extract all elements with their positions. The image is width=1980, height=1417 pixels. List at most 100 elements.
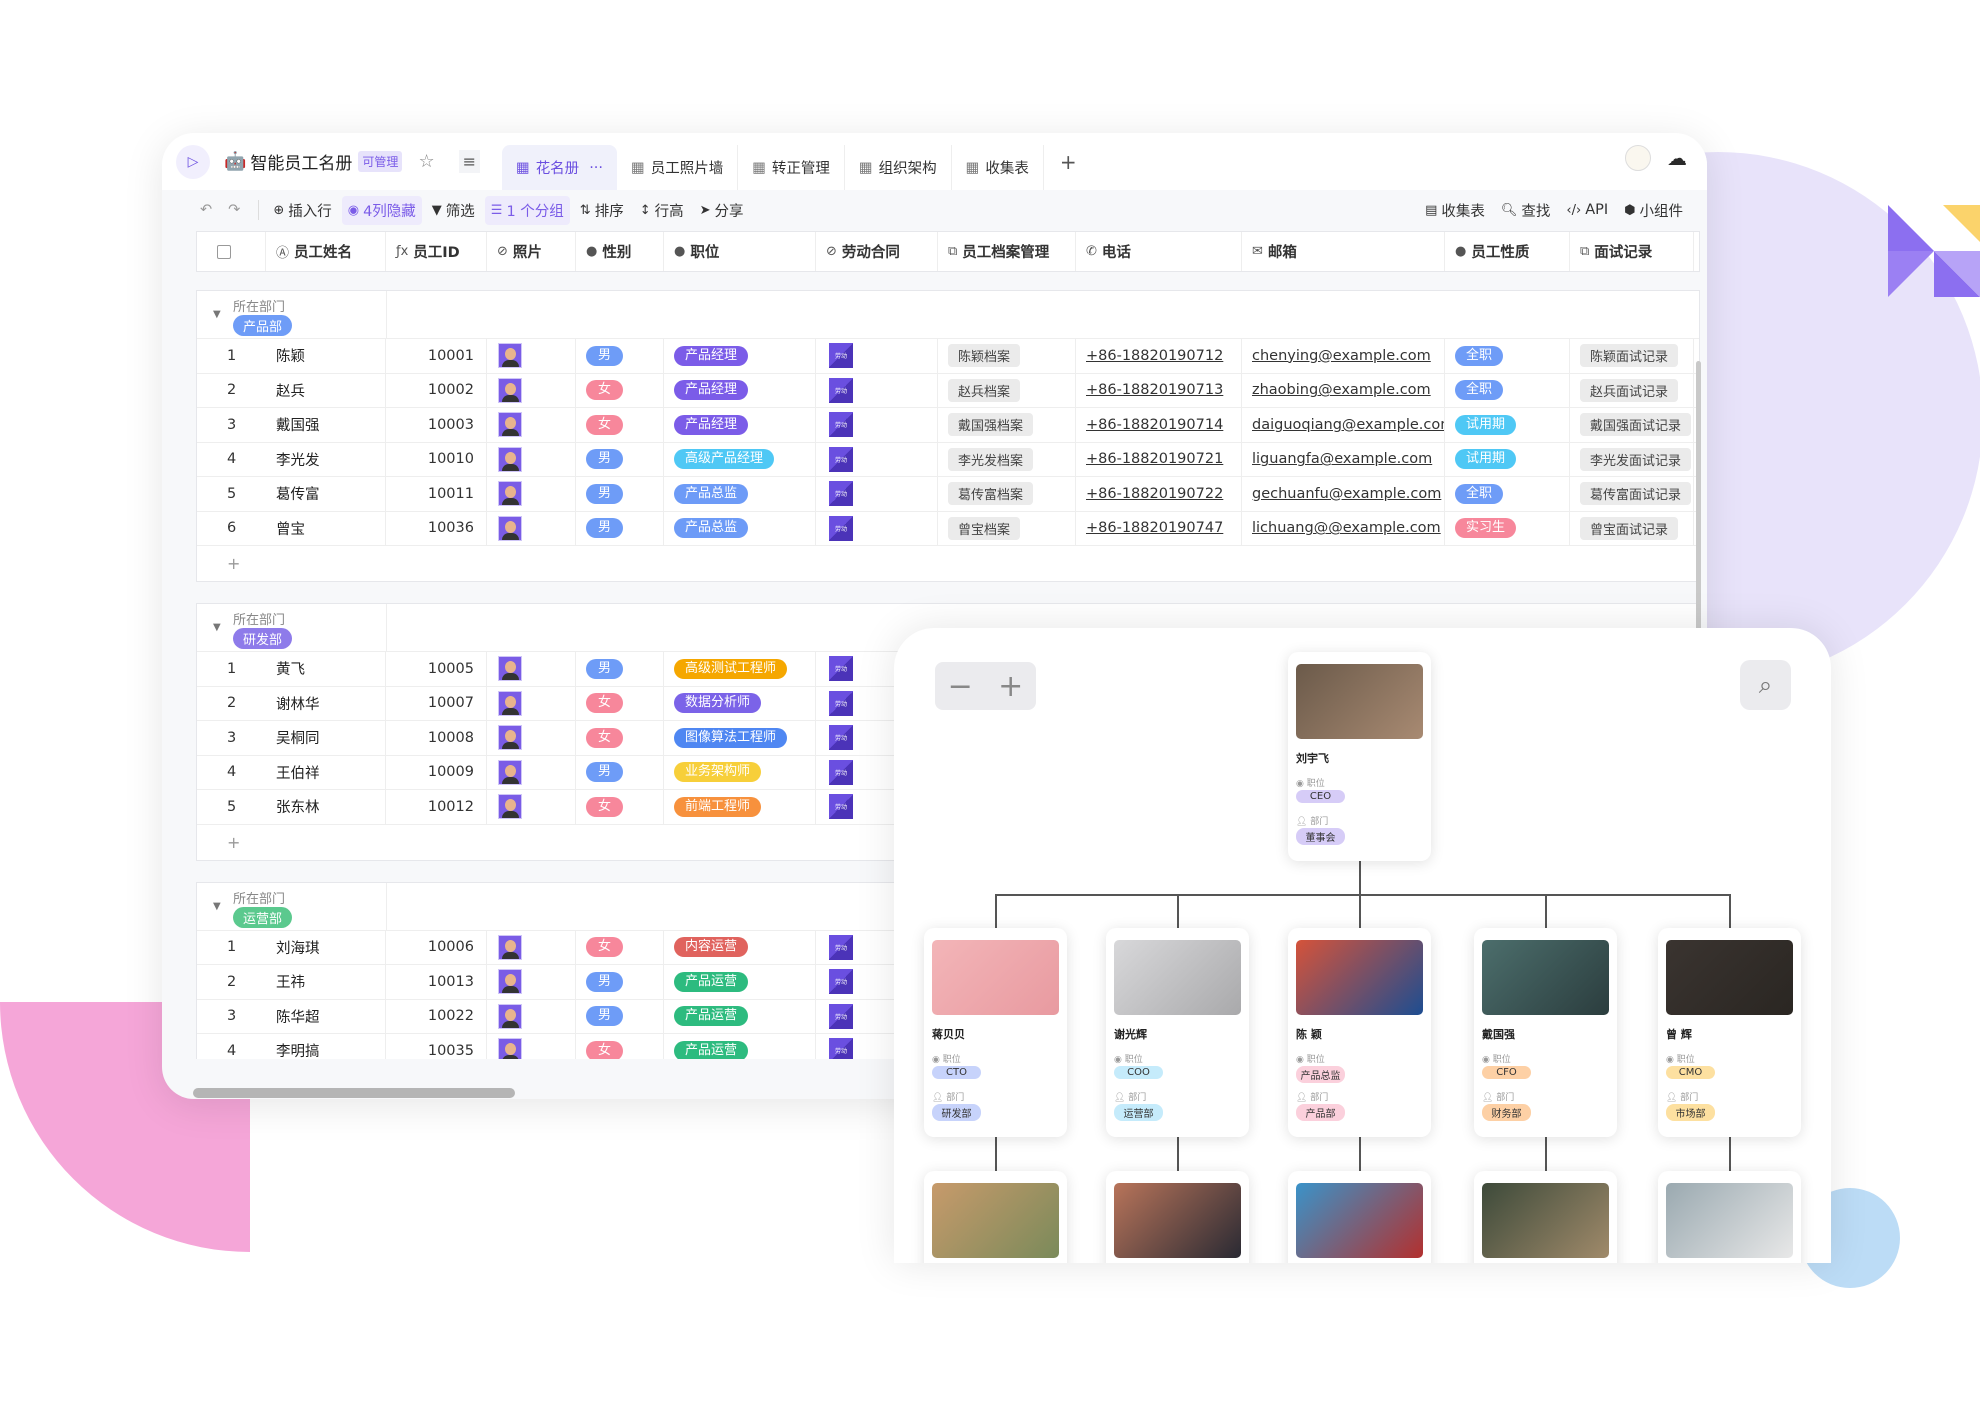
widget-button[interactable]: ⬢ 小组件 xyxy=(1618,196,1689,225)
email-link[interactable]: daiguoqiang@example.com xyxy=(1252,416,1445,433)
archive-cell[interactable]: 李光发档案 xyxy=(938,442,1076,476)
type-cell[interactable]: 试用期 xyxy=(1445,408,1570,442)
position-cell[interactable]: 高级测试工程师 xyxy=(664,652,816,686)
org-card[interactable]: 戴国强 ◉ 职位 CFO 👤︎ 部门 财务部 xyxy=(1474,928,1617,1137)
gender-cell[interactable]: 女 xyxy=(576,408,664,442)
insert-row-button[interactable]: ⊕ 插入行 xyxy=(267,196,337,225)
contract-cell[interactable]: 劳动 xyxy=(816,477,938,511)
gender-cell[interactable]: 男 xyxy=(576,511,664,545)
email-cell[interactable]: chenying@example.com xyxy=(1242,339,1445,373)
table-row[interactable]: 5 葛传富 10011 男 产品总监 劳动 葛传富档案 +86-18820190722 gech… xyxy=(197,477,1699,512)
position-cell[interactable]: 内容运营 xyxy=(664,930,816,964)
api-button[interactable]: ‹/› API xyxy=(1560,196,1614,225)
photo-cell[interactable] xyxy=(487,373,576,407)
column-header[interactable]: ✆ 电话 xyxy=(1076,232,1242,271)
type-cell[interactable]: 全职 xyxy=(1445,339,1570,373)
contract-cell[interactable]: 劳动 xyxy=(816,373,938,407)
contract-cell[interactable]: 劳动 xyxy=(816,339,938,373)
employee-name[interactable]: 刘海琪 xyxy=(266,930,386,964)
employee-name[interactable]: 戴国强 xyxy=(266,408,386,442)
email-link[interactable]: chenying@example.com xyxy=(1252,347,1431,364)
gender-cell[interactable]: 男 xyxy=(576,999,664,1033)
table-row[interactable]: 1 陈颖 10001 男 产品经理 劳动 陈颖档案 +86-18820190712 chenyi… xyxy=(197,339,1699,374)
org-card-photo-only[interactable] xyxy=(1474,1171,1617,1263)
collapse-arrow-icon[interactable]: ▼ xyxy=(213,900,221,912)
photo-cell[interactable] xyxy=(487,339,576,373)
photo-cell[interactable] xyxy=(487,686,576,720)
org-card[interactable]: 谢光辉 ◉ 职位 COO 👤︎ 部门 运营部 xyxy=(1106,928,1249,1137)
collapse-arrow-icon[interactable]: ▼ xyxy=(213,309,221,320)
org-card-photo-only[interactable] xyxy=(924,1171,1067,1263)
email-cell[interactable]: gechuanfu@example.com xyxy=(1242,477,1445,511)
email-link[interactable]: lichuang@@example.com xyxy=(1252,520,1441,537)
group-button[interactable]: ☰ 1 个分组 xyxy=(484,195,570,225)
position-cell[interactable]: 图像算法工程师 xyxy=(664,721,816,755)
column-header[interactable]: ƒx 员工ID xyxy=(386,232,487,271)
contract-cell[interactable]: 劳动 xyxy=(816,511,938,545)
photo-cell[interactable] xyxy=(487,1034,576,1059)
email-cell[interactable]: daiguoqiang@example.com xyxy=(1242,408,1445,442)
gender-cell[interactable]: 女 xyxy=(576,930,664,964)
email-cell[interactable]: liguangfa@example.com xyxy=(1242,442,1445,476)
phone-cell[interactable]: +86-18820190747 xyxy=(1076,511,1242,545)
archive-cell[interactable]: 曾宝档案 xyxy=(938,511,1076,545)
collapse-arrow-icon[interactable]: ▼ xyxy=(213,622,221,633)
type-cell[interactable]: 试用期 xyxy=(1445,442,1570,476)
photo-cell[interactable] xyxy=(487,930,576,964)
gender-cell[interactable]: 男 xyxy=(576,442,664,476)
org-card-photo-only[interactable] xyxy=(1106,1171,1249,1263)
sidebar-toggle-icon[interactable]: ▷ xyxy=(176,144,210,179)
column-header[interactable]: ✉ 邮箱 xyxy=(1242,232,1445,271)
employee-name[interactable]: 李明搞 xyxy=(266,1034,386,1059)
archive-link[interactable]: 陈颖档案 xyxy=(948,344,1021,368)
contract-cell[interactable]: 劳动 xyxy=(816,721,938,755)
column-header[interactable]: ⧉ 面试记录 xyxy=(1570,232,1694,271)
position-cell[interactable]: 产品运营 xyxy=(664,965,816,999)
position-cell[interactable]: 产品总监 xyxy=(664,477,816,511)
cloud-sync-icon[interactable]: ☁ xyxy=(1667,146,1687,170)
employee-name[interactable]: 王伯祥 xyxy=(266,755,386,789)
employee-name[interactable]: 黄飞 xyxy=(266,652,386,686)
archive-link[interactable]: 李光发档案 xyxy=(948,447,1034,471)
org-card[interactable]: 曾 辉 ◉ 职位 CMO 👤︎ 部门 市场部 xyxy=(1658,928,1801,1137)
archive-link[interactable]: 曾宝档案 xyxy=(948,516,1021,540)
tab-1[interactable]: ▦ 员工照片墙 xyxy=(617,145,739,190)
interview-link[interactable]: 曾宝面试记录 xyxy=(1580,516,1679,540)
interview-cell[interactable]: 葛传富面试记录 xyxy=(1570,477,1694,511)
tab-4[interactable]: ▦ 收集表 xyxy=(952,145,1044,190)
more-icon[interactable]: ··· xyxy=(589,159,604,176)
zoom-out-button[interactable]: − xyxy=(947,668,973,704)
position-cell[interactable]: 业务架构师 xyxy=(664,755,816,789)
interview-link[interactable]: 陈颖面试记录 xyxy=(1580,344,1679,368)
column-header[interactable]: ● 性别 xyxy=(576,232,664,271)
hidden-columns-button[interactable]: ◉ 4列隐藏 xyxy=(341,195,422,225)
interview-link[interactable]: 赵兵面试记录 xyxy=(1580,378,1679,402)
position-cell[interactable]: 数据分析师 xyxy=(664,686,816,720)
photo-cell[interactable] xyxy=(487,965,576,999)
gender-cell[interactable]: 女 xyxy=(576,686,664,720)
interview-link[interactable]: 戴国强面试记录 xyxy=(1580,413,1692,437)
select-all-checkbox[interactable] xyxy=(217,244,231,259)
photo-cell[interactable] xyxy=(487,721,576,755)
employee-name[interactable]: 赵兵 xyxy=(266,373,386,407)
photo-cell[interactable] xyxy=(487,477,576,511)
archive-cell[interactable]: 戴国强档案 xyxy=(938,408,1076,442)
email-link[interactable]: liguangfa@example.com xyxy=(1252,451,1433,468)
interview-cell[interactable]: 赵兵面试记录 xyxy=(1570,373,1694,407)
phone-cell[interactable]: +86-18820190714 xyxy=(1076,408,1242,442)
contract-cell[interactable]: 劳动 xyxy=(816,652,938,686)
position-cell[interactable]: 产品运营 xyxy=(664,1034,816,1059)
contract-cell[interactable]: 劳动 xyxy=(816,442,938,476)
archive-link[interactable]: 戴国强档案 xyxy=(948,413,1034,437)
phone-link[interactable]: +86-18820190721 xyxy=(1086,451,1224,468)
column-header[interactable]: ● 员工性质 xyxy=(1445,232,1570,271)
employee-name[interactable]: 吴桐同 xyxy=(266,721,386,755)
position-cell[interactable]: 产品经理 xyxy=(664,373,816,407)
share-button[interactable]: ➤ 分享 xyxy=(694,196,750,225)
archive-cell[interactable]: 赵兵档案 xyxy=(938,373,1076,407)
photo-cell[interactable] xyxy=(487,790,576,824)
table-row[interactable]: 4 李明搞 10035 女 产品运营 劳动 xyxy=(197,1034,1699,1059)
archive-cell[interactable]: 葛传富档案 xyxy=(938,477,1076,511)
add-tab-button[interactable]: + xyxy=(1059,149,1077,174)
photo-cell[interactable] xyxy=(487,652,576,686)
